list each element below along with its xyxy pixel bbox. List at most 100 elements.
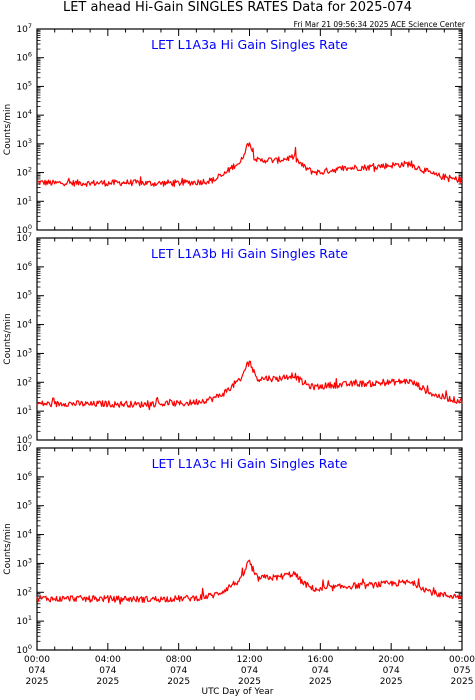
y-tick-base: 10 — [16, 473, 28, 483]
y-tick-base: 10 — [16, 617, 28, 627]
x-tick-label: 20:00 — [378, 655, 404, 665]
y-tick-exponent: 6 — [28, 470, 32, 478]
y-axis-label: Counts/min — [3, 523, 13, 574]
y-tick-label: 107 — [16, 441, 32, 454]
x-tick-label: 074 — [383, 666, 400, 676]
y-tick-exponent: 0 — [28, 643, 32, 651]
y-tick-label: 101 — [16, 614, 32, 627]
y-tick-base: 10 — [16, 169, 28, 179]
y-tick-label: 100 — [16, 223, 32, 236]
y-tick-exponent: 4 — [28, 108, 32, 116]
chart-main-title: LET ahead Hi-Gain SINGLES RATES Data for… — [62, 0, 413, 15]
y-tick-label: 105 — [16, 499, 32, 512]
y-tick-base: 10 — [16, 559, 28, 569]
y-tick-exponent: 0 — [28, 433, 32, 441]
x-tick-label: 074 — [99, 666, 116, 676]
y-tick-label: 101 — [16, 194, 32, 207]
y-tick-base: 10 — [16, 378, 28, 388]
y-tick-base: 10 — [16, 263, 28, 273]
y-tick-exponent: 5 — [28, 499, 32, 507]
plot-frame — [36, 447, 463, 651]
y-tick-label: 100 — [16, 643, 32, 656]
y-tick-exponent: 1 — [28, 194, 32, 202]
y-tick-base: 10 — [16, 531, 28, 541]
x-tick-label: 00:00 — [24, 655, 50, 665]
y-tick-base: 10 — [16, 321, 28, 331]
x-tick-label: 12:00 — [237, 655, 263, 665]
y-tick-base: 10 — [16, 502, 28, 512]
y-tick-base: 10 — [16, 197, 28, 207]
y-tick-exponent: 7 — [28, 22, 32, 30]
generation-timestamp: Fri Mar 21 09:56:34 2025 ACE Science Cen… — [293, 20, 465, 29]
y-tick-label: 106 — [16, 51, 32, 64]
y-tick-base: 10 — [16, 111, 28, 121]
y-tick-label: 104 — [16, 528, 32, 541]
x-tick-label: 2025 — [167, 677, 190, 687]
x-tick-label: 2025 — [451, 677, 474, 687]
y-tick-base: 10 — [16, 140, 28, 150]
y-tick-base: 10 — [16, 407, 28, 417]
y-tick-exponent: 2 — [28, 375, 32, 383]
x-tick-label: 04:00 — [95, 655, 121, 665]
y-tick-base: 10 — [16, 444, 28, 454]
y-tick-exponent: 3 — [28, 556, 32, 564]
y-tick-exponent: 0 — [28, 223, 32, 231]
y-tick-base: 10 — [16, 82, 28, 92]
y-tick-exponent: 5 — [28, 79, 32, 87]
x-tick-label: 074 — [241, 666, 258, 676]
x-tick-label: 2025 — [96, 677, 119, 687]
y-tick-base: 10 — [16, 234, 28, 244]
plot-frame — [36, 28, 463, 231]
y-tick-exponent: 4 — [28, 318, 32, 326]
x-tick-label: 00:00 — [449, 655, 475, 665]
y-tick-exponent: 3 — [28, 137, 32, 145]
y-tick-label: 106 — [16, 260, 32, 273]
y-tick-exponent: 1 — [28, 404, 32, 412]
y-tick-label: 102 — [16, 166, 32, 179]
y-tick-exponent: 4 — [28, 528, 32, 536]
y-tick-label: 103 — [16, 137, 32, 150]
series-line — [36, 360, 463, 411]
y-tick-label: 101 — [16, 404, 32, 417]
y-tick-exponent: 5 — [28, 289, 32, 297]
y-tick-label: 105 — [16, 289, 32, 302]
y-tick-base: 10 — [16, 436, 28, 446]
panel-title: LET L1A3b Hi Gain Singles Rate — [151, 246, 348, 261]
series-line — [36, 559, 463, 605]
y-tick-label: 103 — [16, 556, 32, 569]
x-tick-label: 2025 — [238, 677, 261, 687]
y-tick-label: 105 — [16, 79, 32, 92]
y-tick-label: 106 — [16, 470, 32, 483]
y-tick-base: 10 — [16, 349, 28, 359]
panel-title: LET L1A3a Hi Gain Singles Rate — [151, 37, 348, 52]
x-tick-label: 2025 — [380, 677, 403, 687]
y-tick-label: 100 — [16, 433, 32, 446]
y-tick-base: 10 — [16, 588, 28, 598]
y-tick-label: 102 — [16, 585, 32, 598]
y-tick-base: 10 — [16, 226, 28, 236]
y-tick-label: 107 — [16, 22, 32, 35]
y-tick-label: 107 — [16, 231, 32, 244]
y-tick-base: 10 — [16, 646, 28, 656]
panel-title: LET L1A3c Hi Gain Singles Rate — [152, 456, 348, 471]
x-axis-label: UTC Day of Year — [201, 687, 274, 697]
y-tick-base: 10 — [16, 25, 28, 35]
y-axis-label: Counts/min — [3, 313, 13, 364]
y-tick-exponent: 6 — [28, 260, 32, 268]
y-tick-label: 103 — [16, 346, 32, 359]
y-tick-label: 104 — [16, 108, 32, 121]
y-tick-exponent: 3 — [28, 346, 32, 354]
y-tick-exponent: 6 — [28, 51, 32, 59]
y-tick-exponent: 1 — [28, 614, 32, 622]
x-tick-label: 074 — [170, 666, 187, 676]
y-axis-label: Counts/min — [3, 104, 13, 155]
y-tick-exponent: 7 — [28, 231, 32, 239]
x-tick-label: 16:00 — [307, 655, 333, 665]
x-tick-label: 2025 — [309, 677, 332, 687]
x-tick-label: 2025 — [26, 677, 49, 687]
x-tick-label: 075 — [453, 666, 470, 676]
